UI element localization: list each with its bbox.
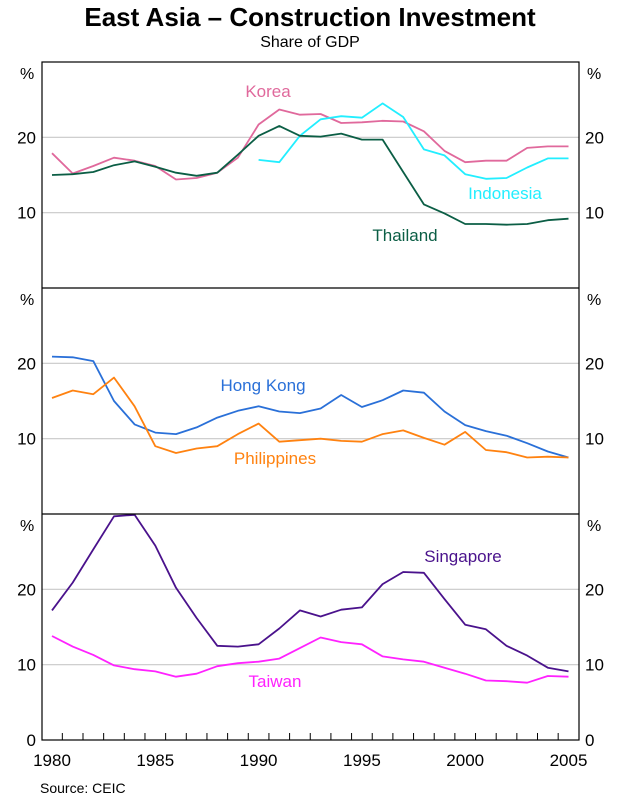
unit-label-left: % (20, 518, 34, 535)
chart-subtitle: Share of GDP (260, 34, 360, 51)
source-note: Source: CEIC (40, 780, 126, 796)
unit-label-right: % (587, 66, 601, 83)
series-line-philippines (51, 376, 569, 459)
chart-title: East Asia – Construction Investment (84, 2, 536, 32)
y-tick-label-left: 10 (17, 430, 36, 449)
y-tick-label-left: 20 (17, 580, 36, 599)
y-tick-label-left: 10 (17, 656, 36, 675)
y-tick-label-right: 10 (585, 430, 604, 449)
x-tick-label: 2000 (446, 751, 484, 770)
series-label-hong-kong: Hong Kong (220, 376, 305, 395)
y-tick-label-right: 20 (585, 580, 604, 599)
y-tick-label-right: 10 (585, 656, 604, 675)
x-tick-label: 1995 (343, 751, 381, 770)
unit-label-right: % (587, 518, 601, 535)
x-tick-label: 1985 (136, 751, 174, 770)
series-line-indonesia (258, 102, 569, 180)
y-tick-label-right: 0 (585, 731, 594, 750)
x-tick-label: 2005 (550, 751, 588, 770)
unit-label-right: % (587, 292, 601, 309)
series-label-thailand: Thailand (372, 226, 437, 245)
series-line-singapore (51, 513, 569, 673)
series-label-singapore: Singapore (424, 547, 502, 566)
y-tick-label-left: 20 (17, 354, 36, 373)
unit-label-left: % (20, 66, 34, 83)
series-line-korea (51, 108, 569, 181)
y-tick-label-left: 20 (17, 128, 36, 147)
y-tick-label-right: 20 (585, 354, 604, 373)
series-label-korea: Korea (245, 82, 291, 101)
x-tick-label: 1990 (240, 751, 278, 770)
series-label-philippines: Philippines (234, 449, 316, 468)
series-line-hong-kong (51, 355, 569, 459)
unit-label-left: % (20, 292, 34, 309)
y-tick-label-right: 10 (585, 204, 604, 223)
series-label-taiwan: Taiwan (249, 672, 302, 691)
series-label-indonesia: Indonesia (468, 184, 542, 203)
y-tick-label-right: 20 (585, 128, 604, 147)
y-tick-label-left: 0 (27, 731, 36, 750)
y-tick-label-left: 10 (17, 204, 36, 223)
series-line-taiwan (51, 635, 569, 684)
series-line-thailand (51, 125, 569, 226)
x-tick-label: 1980 (33, 751, 71, 770)
